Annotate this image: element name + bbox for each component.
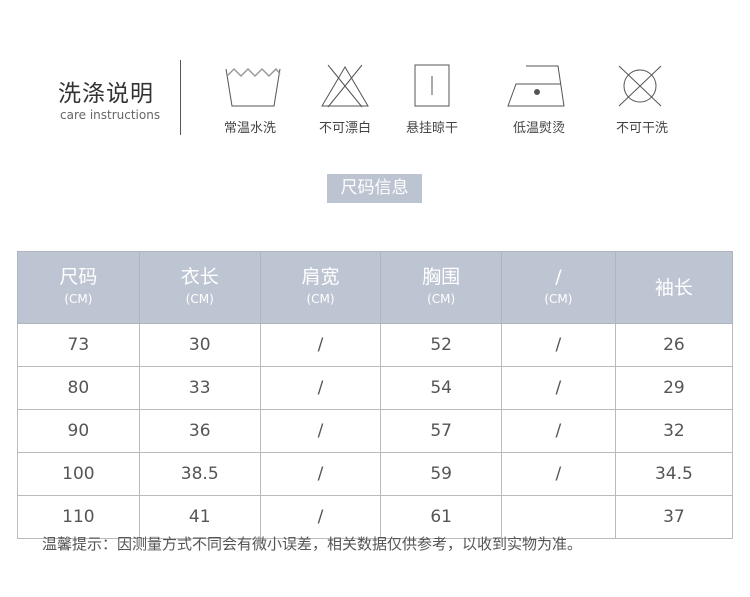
column-header: / (CM) xyxy=(500,251,616,324)
column-header-label: 衣长 xyxy=(180,265,219,288)
column-header: 肩宽 (CM) xyxy=(259,251,382,324)
table-cell: / xyxy=(259,409,382,453)
table-cell: 38.5 xyxy=(138,452,261,496)
column-header: 尺码 (CM) xyxy=(17,251,140,324)
table-cell: / xyxy=(259,495,382,539)
hang-dry-icon xyxy=(414,64,450,107)
care-label: 常温水洗 xyxy=(223,121,276,136)
table-cell: / xyxy=(500,452,616,496)
table-row: 110 41/61 37 xyxy=(17,495,734,539)
size-note: 温馨提示：因测量方式不同会有微小误差，相关数据仅供参考，以收到实物为准。 xyxy=(42,535,583,553)
size-table: 尺码 (CM) 衣长 (CM) 肩宽 (CM) 胸围 (CM) / (CM) 袖长 73 30/52/… xyxy=(17,251,734,539)
column-header-unit: (CM) xyxy=(185,291,214,306)
table-cell: 57 xyxy=(380,409,502,453)
table-cell: 61 xyxy=(380,495,502,539)
column-header-unit: (CM) xyxy=(544,291,573,306)
size-info-badge: 尺码信息 xyxy=(327,174,422,203)
table-cell: 59 xyxy=(380,452,502,496)
table-cell: 110 xyxy=(17,495,140,539)
table-cell: 32 xyxy=(614,409,734,453)
table-row: 100 38.5/59/34.5 xyxy=(17,452,734,496)
column-header-label: 尺码 xyxy=(59,265,98,288)
column-header: 袖长 xyxy=(614,251,734,324)
wash-tub-icon xyxy=(225,67,281,107)
table-cell: 73 xyxy=(17,323,140,367)
column-header-label: 肩宽 xyxy=(301,265,340,288)
table-cell: / xyxy=(500,323,616,367)
low-iron-icon xyxy=(507,65,565,107)
table-cell: 34.5 xyxy=(614,452,734,496)
column-header-label: 袖长 xyxy=(654,276,693,299)
column-header: 衣长 (CM) xyxy=(138,251,261,324)
column-header-unit: (CM) xyxy=(306,291,335,306)
table-cell: 90 xyxy=(17,409,140,453)
table-cell: / xyxy=(259,366,382,410)
table-cell: 30 xyxy=(138,323,261,367)
column-header-label: / xyxy=(555,265,562,288)
care-title: 洗涤说明 xyxy=(58,81,154,107)
table-header-row: 尺码 (CM) 衣长 (CM) 肩宽 (CM) 胸围 (CM) / (CM) 袖长 xyxy=(17,251,734,324)
table-cell: / xyxy=(500,409,616,453)
divider xyxy=(180,60,181,135)
table-cell: 41 xyxy=(138,495,261,539)
table-cell: 52 xyxy=(380,323,502,367)
column-header-unit: (CM) xyxy=(64,291,93,306)
table-cell: 36 xyxy=(138,409,261,453)
column-header-label: 胸围 xyxy=(422,265,461,288)
table-cell: / xyxy=(500,366,616,410)
care-label: 悬挂晾干 xyxy=(405,121,458,136)
column-header-unit: (CM) xyxy=(427,291,456,306)
table-cell xyxy=(500,495,616,539)
table-cell: 33 xyxy=(138,366,261,410)
table-cell: 26 xyxy=(614,323,734,367)
table-row: 73 30/52/26 xyxy=(17,323,734,367)
table-cell: / xyxy=(259,323,382,367)
care-label: 不可漂白 xyxy=(318,121,371,136)
no-dry-clean-icon xyxy=(618,65,662,107)
no-bleach-icon xyxy=(321,64,369,108)
care-subtitle: care instructions xyxy=(60,108,161,122)
table-cell: 29 xyxy=(614,366,734,410)
table-row: 90 36/57/32 xyxy=(17,409,734,453)
care-label: 低温熨烫 xyxy=(512,121,565,136)
table-cell: / xyxy=(259,452,382,496)
column-header: 胸围 (CM) xyxy=(380,251,502,324)
table-row: 80 33/54/29 xyxy=(17,366,734,410)
table-cell: 100 xyxy=(17,452,140,496)
table-cell: 54 xyxy=(380,366,502,410)
care-label: 不可干洗 xyxy=(615,121,668,136)
table-cell: 37 xyxy=(614,495,734,539)
table-cell: 80 xyxy=(17,366,140,410)
